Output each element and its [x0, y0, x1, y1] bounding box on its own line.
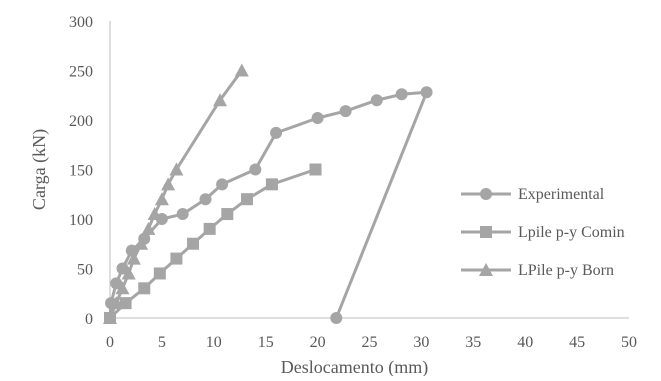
- series-triangle: [103, 63, 249, 324]
- data-point: [116, 262, 129, 275]
- data-point: [121, 266, 136, 280]
- data-point: [187, 237, 200, 250]
- data-point: [249, 163, 262, 176]
- series-circle: [104, 86, 433, 324]
- data-point: [221, 208, 234, 221]
- x-tick-label: 20: [310, 334, 326, 351]
- x-tick-label: 35: [465, 334, 481, 351]
- data-point: [213, 93, 228, 107]
- data-point: [309, 163, 322, 176]
- data-point: [169, 162, 184, 176]
- axes: 0 5 10 15 20 25 30 35 40 45 50 0 50 100 150 200 250 300: [69, 14, 637, 351]
- data-point: [170, 252, 183, 265]
- legend-item: LPile p-y Born: [461, 262, 614, 279]
- y-tick-label: 150: [69, 163, 93, 180]
- x-tick-label: 10: [206, 334, 222, 351]
- x-tick-label: 50: [621, 334, 637, 351]
- series-layer: [103, 63, 433, 324]
- y-tick-label: 200: [69, 113, 93, 130]
- data-point: [241, 193, 254, 206]
- data-point: [109, 296, 124, 310]
- data-point: [216, 178, 229, 191]
- data-point: [176, 208, 189, 221]
- x-tick-label: 45: [569, 334, 585, 351]
- data-point: [126, 251, 141, 265]
- data-point: [199, 193, 212, 206]
- series-square: [104, 163, 322, 324]
- y-tick-label: 300: [69, 14, 93, 31]
- legend-item: Experimental: [461, 186, 605, 203]
- data-point: [311, 112, 324, 125]
- data-point: [161, 177, 176, 191]
- data-point: [370, 94, 383, 107]
- x-tick-label: 40: [517, 334, 533, 351]
- legend-label: LPile p-y Born: [518, 262, 614, 279]
- data-point: [134, 236, 149, 250]
- x-tick-label: 30: [413, 334, 429, 351]
- x-axis-title: Deslocamento (mm): [281, 357, 428, 376]
- data-point: [234, 63, 249, 77]
- data-point: [103, 311, 117, 324]
- data-point: [138, 282, 151, 295]
- data-point: [339, 105, 352, 118]
- x-tick-label: 5: [158, 334, 166, 351]
- data-point: [270, 126, 283, 139]
- data-point: [110, 277, 123, 290]
- legend-item: Lpile p-y Comin: [461, 224, 625, 241]
- data-point: [330, 312, 343, 324]
- data-point: [395, 88, 408, 101]
- legend: Experimental Lpile p-y Comin LPile p-y Bor…: [461, 186, 625, 279]
- data-point: [265, 178, 278, 191]
- legend-marker: [479, 263, 493, 276]
- data-point: [203, 222, 216, 235]
- data-point: [153, 267, 166, 280]
- data-point: [119, 297, 132, 310]
- data-point: [420, 86, 433, 99]
- y-tick-label: 100: [69, 212, 93, 229]
- legend-marker: [480, 188, 492, 200]
- series-line: [108, 69, 244, 319]
- x-tick-label: 0: [106, 334, 114, 351]
- data-point: [141, 221, 156, 235]
- y-tick-label: 50: [77, 262, 93, 279]
- legend-label: Lpile p-y Comin: [518, 224, 625, 241]
- y-axis-title: Carga (kN): [29, 129, 50, 210]
- legend-label: Experimental: [518, 186, 605, 203]
- y-tick-label: 250: [69, 64, 93, 81]
- legend-marker: [480, 226, 492, 238]
- x-tick-label: 25: [362, 334, 378, 351]
- data-point: [115, 281, 130, 295]
- y-tick-label: 0: [85, 311, 93, 328]
- data-point: [147, 207, 162, 221]
- data-point: [154, 192, 169, 206]
- x-tick-label: 15: [258, 334, 274, 351]
